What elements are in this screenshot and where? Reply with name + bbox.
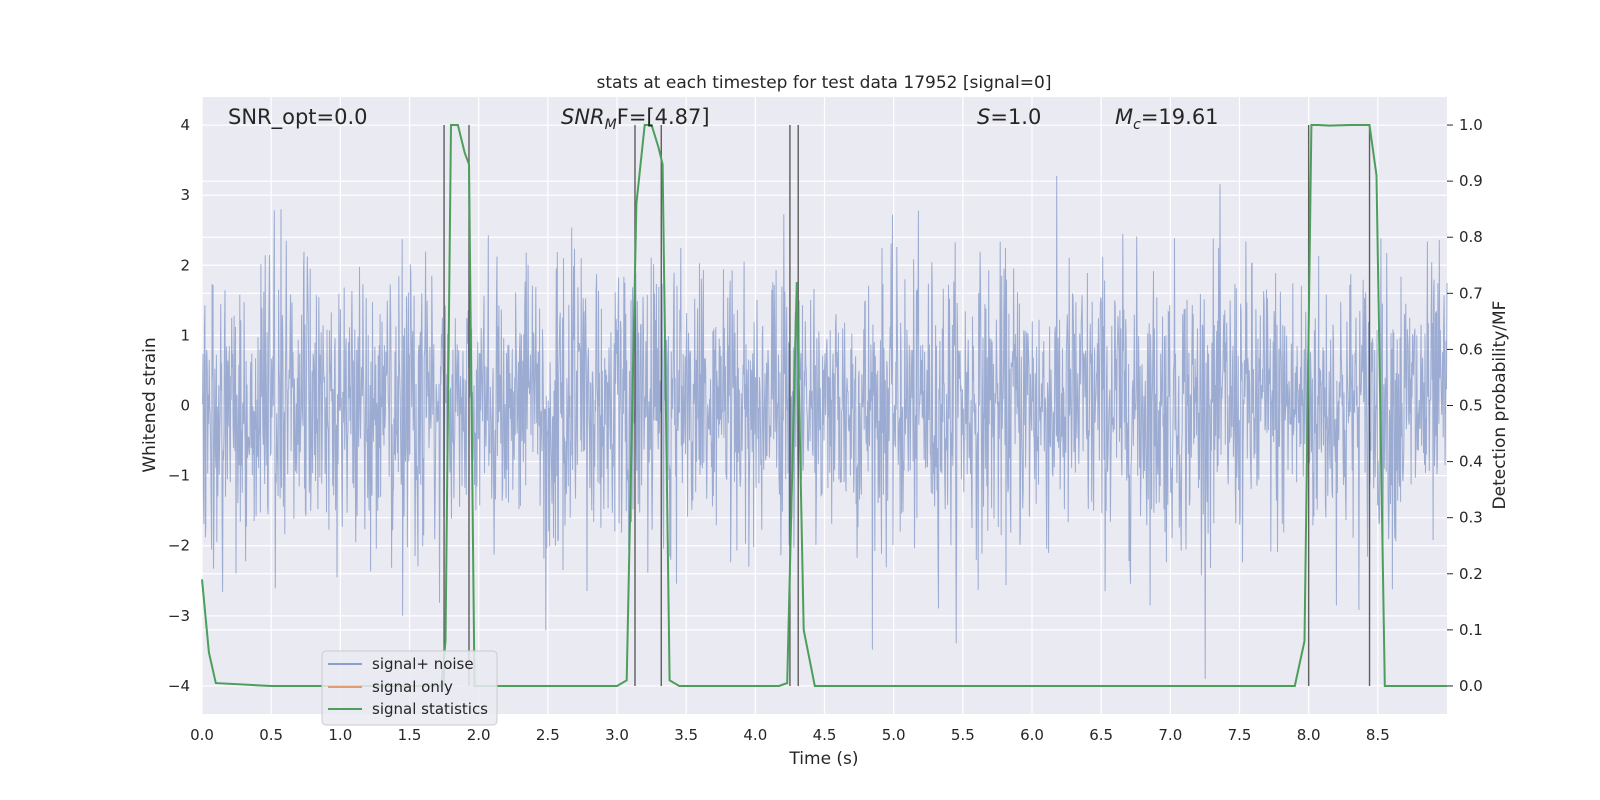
- x-tick-label: 5.5: [951, 726, 975, 744]
- legend-label-signal: signal only: [372, 678, 453, 696]
- signal-noise-series: [201, 175, 1448, 679]
- legend-label-noise: signal+ noise: [372, 655, 474, 673]
- x-tick-label: 5.0: [882, 726, 906, 744]
- y-tick-label: 1: [180, 326, 190, 344]
- snr-mf-rest: F=[4.87]: [617, 105, 710, 129]
- x-tick-label: 3.0: [605, 726, 629, 744]
- x-tick-label: 7.5: [1228, 726, 1252, 744]
- y2-tick-label: 0.6: [1459, 340, 1483, 358]
- annotation-snr-mf: SNRMF=[4.87]: [561, 105, 710, 133]
- mc-label: M: [1115, 105, 1133, 129]
- annotation-snr-opt: SNR_opt=0.0: [228, 105, 368, 130]
- y2-tick-labels: 1.0 0.9 0.8 0.7 0.6 0.5 0.4 0.3 0.2 0.1 0.0: [1447, 116, 1483, 695]
- y2-axis-label: Detection probability/MF: [1490, 301, 1510, 510]
- y2-tick-label: 0.1: [1459, 621, 1483, 639]
- x-tick-label: 1.0: [328, 726, 352, 744]
- y-tick-label: −4: [168, 677, 190, 695]
- x-tick-label: 0.0: [190, 726, 214, 744]
- y-tick-label: 2: [180, 256, 190, 274]
- x-tick-label: 2.5: [536, 726, 560, 744]
- x-tick-label: 8.0: [1297, 726, 1321, 744]
- y-tick-label: −1: [168, 467, 190, 485]
- mc-sub: c: [1133, 117, 1141, 133]
- y2-tick-label: 0.7: [1459, 284, 1483, 302]
- y-tick-label: −2: [168, 537, 190, 555]
- y-tick-label: 3: [180, 186, 190, 204]
- y-tick-label: 0: [180, 397, 190, 415]
- snr-mf-label: SNR: [561, 105, 605, 129]
- x-tick-label: 8.5: [1366, 726, 1390, 744]
- y2-tick-label: 0.3: [1459, 509, 1483, 527]
- x-tick-label: 6.5: [1089, 726, 1113, 744]
- y2-tick-label: 0.8: [1459, 228, 1483, 246]
- y2-tick-label: 0.9: [1459, 172, 1483, 190]
- y-axis-label: Whitened strain: [140, 337, 160, 472]
- chart-title: stats at each timestep for test data 179…: [597, 73, 1052, 93]
- annotation-s: S=1.0: [977, 105, 1041, 129]
- signal-statistics-line: [201, 124, 1447, 687]
- x-tick-label: 2.0: [467, 726, 491, 744]
- y-tick-label: −3: [168, 607, 190, 625]
- x-tick-label: 4.5: [813, 726, 837, 744]
- y-tick-labels: 4 3 2 1 0 −1 −2 −3 −4: [168, 116, 190, 695]
- mc-value: =19.61: [1141, 105, 1219, 129]
- x-tick-label: 4.0: [743, 726, 767, 744]
- y2-tick-label: 0.4: [1459, 453, 1483, 471]
- y2-tick-label: 0.0: [1459, 677, 1483, 695]
- legend-box: [321, 650, 498, 726]
- legend-label-stats: signal statistics: [372, 700, 488, 718]
- y-tick-label: 4: [180, 116, 190, 134]
- x-tick-label: 6.0: [1020, 726, 1044, 744]
- y2-tick-label: 0.5: [1459, 397, 1483, 415]
- x-tick-label: 0.5: [259, 726, 283, 744]
- snr-mf-sub: M: [605, 117, 617, 133]
- y2-tick-label: 0.2: [1459, 565, 1483, 583]
- x-axis-label: Time (s): [788, 749, 858, 769]
- x-tick-label: 7.0: [1158, 726, 1182, 744]
- annotation-mc: Mc=19.61: [1115, 105, 1219, 133]
- y2-tick-label: 1.0: [1459, 116, 1483, 134]
- x-tick-labels: 0.0 0.5 1.0 1.5 2.0 2.5 3.0 3.5 4.0 4.5 5.0 5.5 6.0 6…: [190, 726, 1390, 744]
- s-label: S: [977, 105, 990, 129]
- s-value: =1.0: [990, 105, 1041, 129]
- legend: signal+ noise signal only signal statist…: [321, 650, 498, 726]
- x-tick-label: 3.5: [674, 726, 698, 744]
- signal-noise-path: [201, 175, 1448, 679]
- x-tick-label: 1.5: [398, 726, 422, 744]
